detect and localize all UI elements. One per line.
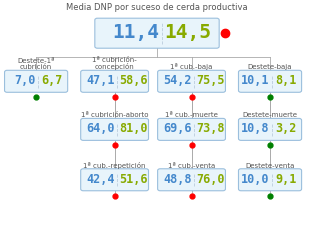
Text: Destete-venta: Destete-venta <box>245 163 295 169</box>
Text: 1ª cub.-baja: 1ª cub.-baja <box>171 63 213 70</box>
Text: 81,0: 81,0 <box>120 122 148 135</box>
FancyBboxPatch shape <box>81 169 149 191</box>
Text: 14,5: 14,5 <box>164 23 211 42</box>
Text: 69,6: 69,6 <box>163 122 192 135</box>
Text: 1ª cub.-muerte: 1ª cub.-muerte <box>165 112 218 118</box>
Text: 54,2: 54,2 <box>163 74 192 87</box>
FancyBboxPatch shape <box>81 70 149 92</box>
Text: 7,0: 7,0 <box>14 74 36 87</box>
Text: 73,8: 73,8 <box>197 122 225 135</box>
FancyBboxPatch shape <box>158 70 225 92</box>
Text: 64,0: 64,0 <box>86 122 115 135</box>
FancyBboxPatch shape <box>239 169 301 191</box>
Text: 3,2: 3,2 <box>275 122 296 135</box>
FancyBboxPatch shape <box>239 118 301 140</box>
Text: 11,4: 11,4 <box>112 23 159 42</box>
FancyBboxPatch shape <box>158 169 225 191</box>
Text: 6,7: 6,7 <box>41 74 62 87</box>
FancyBboxPatch shape <box>158 118 225 140</box>
Text: 1ª cubrición-
concepción: 1ª cubrición- concepción <box>92 57 137 70</box>
FancyBboxPatch shape <box>95 18 219 48</box>
Text: 48,8: 48,8 <box>163 173 192 185</box>
Text: 1ª cub.-repetición: 1ª cub.-repetición <box>83 162 146 169</box>
Text: 76,0: 76,0 <box>197 173 225 185</box>
Text: 1ª cub.-venta: 1ª cub.-venta <box>168 163 215 169</box>
Text: 75,5: 75,5 <box>197 74 225 87</box>
FancyBboxPatch shape <box>239 70 301 92</box>
Text: Destete-muerte: Destete-muerte <box>242 112 298 118</box>
FancyBboxPatch shape <box>5 70 68 92</box>
Text: 1ª cubrición-aborto: 1ª cubrición-aborto <box>81 112 148 118</box>
Text: Destete-1ª
cubrición: Destete-1ª cubrición <box>17 58 55 70</box>
Text: 51,6: 51,6 <box>120 173 148 185</box>
Text: 10,1: 10,1 <box>241 74 270 87</box>
Text: Destete-baja: Destete-baja <box>248 64 292 70</box>
Text: 9,1: 9,1 <box>275 173 296 185</box>
Text: 58,6: 58,6 <box>120 74 148 87</box>
Text: 47,1: 47,1 <box>86 74 115 87</box>
Text: Media DNP por suceso de cerda productiva: Media DNP por suceso de cerda productiva <box>66 3 248 12</box>
FancyBboxPatch shape <box>81 118 149 140</box>
Text: 8,1: 8,1 <box>275 74 296 87</box>
Text: 10,0: 10,0 <box>241 173 270 185</box>
Text: 42,4: 42,4 <box>86 173 115 185</box>
Text: 10,8: 10,8 <box>241 122 270 135</box>
